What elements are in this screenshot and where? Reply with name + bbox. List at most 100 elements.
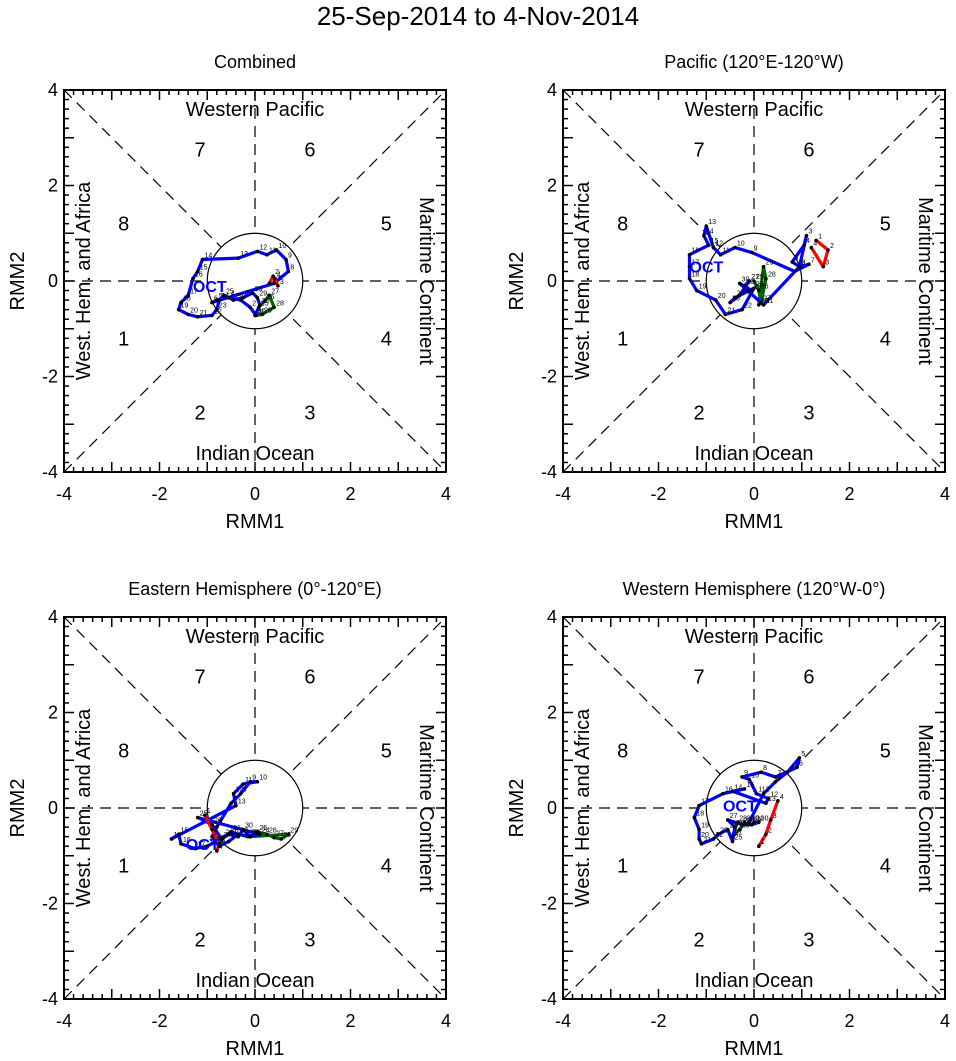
data-point — [797, 264, 802, 269]
data-point — [804, 233, 809, 238]
day-label: 25 — [735, 834, 743, 841]
day-label: 5 — [214, 830, 218, 837]
panel-title: Pacific (120°E-120°W) — [664, 52, 843, 72]
data-point — [737, 293, 742, 298]
x-tick-label: 2 — [345, 484, 355, 504]
data-point — [749, 250, 754, 255]
day-label: 30 — [742, 276, 750, 283]
day-label: 2 — [275, 269, 279, 276]
data-point — [697, 803, 701, 808]
day-label: 26 — [267, 294, 275, 301]
day-label: 26 — [236, 293, 244, 300]
data-point — [186, 312, 190, 317]
data-point — [210, 822, 214, 827]
data-point — [267, 281, 272, 286]
day-label: 3 — [221, 837, 225, 844]
day-label: 10 — [259, 775, 267, 782]
day-label: 22 — [744, 303, 752, 310]
y-tick-label: -2 — [541, 894, 557, 914]
x-tick-label: 0 — [250, 484, 260, 504]
data-point — [255, 830, 260, 834]
day-label: 3 — [825, 260, 829, 267]
data-point — [257, 832, 262, 837]
data-point — [219, 837, 224, 841]
day-label: 20 — [190, 307, 198, 314]
data-point — [195, 269, 200, 274]
data-point — [795, 765, 799, 770]
data-point — [699, 842, 704, 846]
y-tick-label: 2 — [48, 703, 58, 723]
day-label: 9 — [288, 253, 292, 260]
data-point — [195, 315, 200, 319]
data-point — [752, 279, 756, 283]
phase-label-2: 2 — [694, 402, 705, 424]
phase-label-3: 3 — [304, 402, 315, 424]
phase-label-1: 1 — [118, 855, 129, 877]
data-point — [186, 293, 190, 298]
data-point — [272, 835, 276, 840]
day-label: 11 — [269, 248, 276, 255]
day-label: 10 — [278, 243, 286, 250]
day-label: 23 — [250, 830, 258, 837]
phase-label-6: 6 — [304, 140, 315, 162]
x-tick-label: -4 — [56, 484, 72, 504]
day-label: 27 — [735, 830, 743, 837]
y-tick-label: -4 — [541, 462, 557, 482]
day-label: 27 — [763, 295, 771, 302]
data-point — [257, 303, 262, 307]
y-tick-label: -2 — [541, 367, 557, 387]
data-point — [718, 252, 723, 257]
day-label: 6 — [799, 760, 803, 767]
month-label-oct: OCT — [690, 260, 724, 277]
data-point — [733, 825, 737, 829]
data-point — [179, 300, 183, 305]
phase-label-1: 1 — [617, 328, 628, 350]
day-label: 25 — [226, 288, 234, 295]
data-point — [706, 243, 711, 247]
day-label: 13 — [240, 251, 248, 258]
data-point — [754, 791, 759, 796]
region-label-right: Maritime Continent — [914, 197, 936, 365]
day-label: 9 — [754, 245, 758, 252]
phase-label-3: 3 — [304, 929, 315, 951]
day-label: 3 — [280, 279, 284, 286]
data-point — [250, 291, 255, 295]
day-label: 14 — [706, 229, 714, 236]
data-point — [272, 305, 276, 310]
region-label-left: West. Hem. and Africa — [572, 708, 594, 907]
data-point — [238, 298, 243, 302]
day-label: 5 — [801, 751, 805, 758]
day-label: 15 — [746, 782, 754, 789]
data-point — [191, 276, 195, 281]
day-label: 21 — [200, 310, 208, 317]
data-point — [253, 313, 257, 318]
y-tick-label: 2 — [547, 703, 557, 723]
day-label: 4 — [231, 291, 235, 298]
day-label: 7 — [233, 796, 237, 803]
day-label: 1 — [258, 308, 262, 315]
region-label-left: West. Hem. and Africa — [73, 708, 95, 907]
day-label: 30 — [751, 815, 759, 822]
month-label-oct: OCT — [193, 279, 227, 296]
data-point — [807, 262, 811, 267]
phase-label-6: 6 — [304, 667, 315, 689]
phase-label-4: 4 — [880, 328, 891, 350]
data-point — [737, 281, 742, 286]
day-label: 4 — [221, 839, 225, 846]
day-label: 12 — [236, 787, 244, 794]
phase-label-1: 1 — [118, 328, 129, 350]
data-point — [255, 779, 260, 784]
day-label: 2 — [801, 260, 805, 267]
y-axis-label: RMM2 — [7, 252, 29, 311]
day-label: 31 — [257, 308, 265, 315]
day-label: 20 — [701, 832, 709, 839]
day-label: 5 — [219, 293, 223, 300]
day-label: 11 — [758, 787, 765, 794]
x-tick-label: 4 — [940, 1011, 950, 1031]
x-tick-label: 4 — [441, 484, 451, 504]
day-label: 26 — [742, 288, 750, 295]
day-label: 7 — [276, 276, 280, 283]
data-point — [236, 256, 241, 260]
phase-label-8: 8 — [118, 741, 129, 763]
